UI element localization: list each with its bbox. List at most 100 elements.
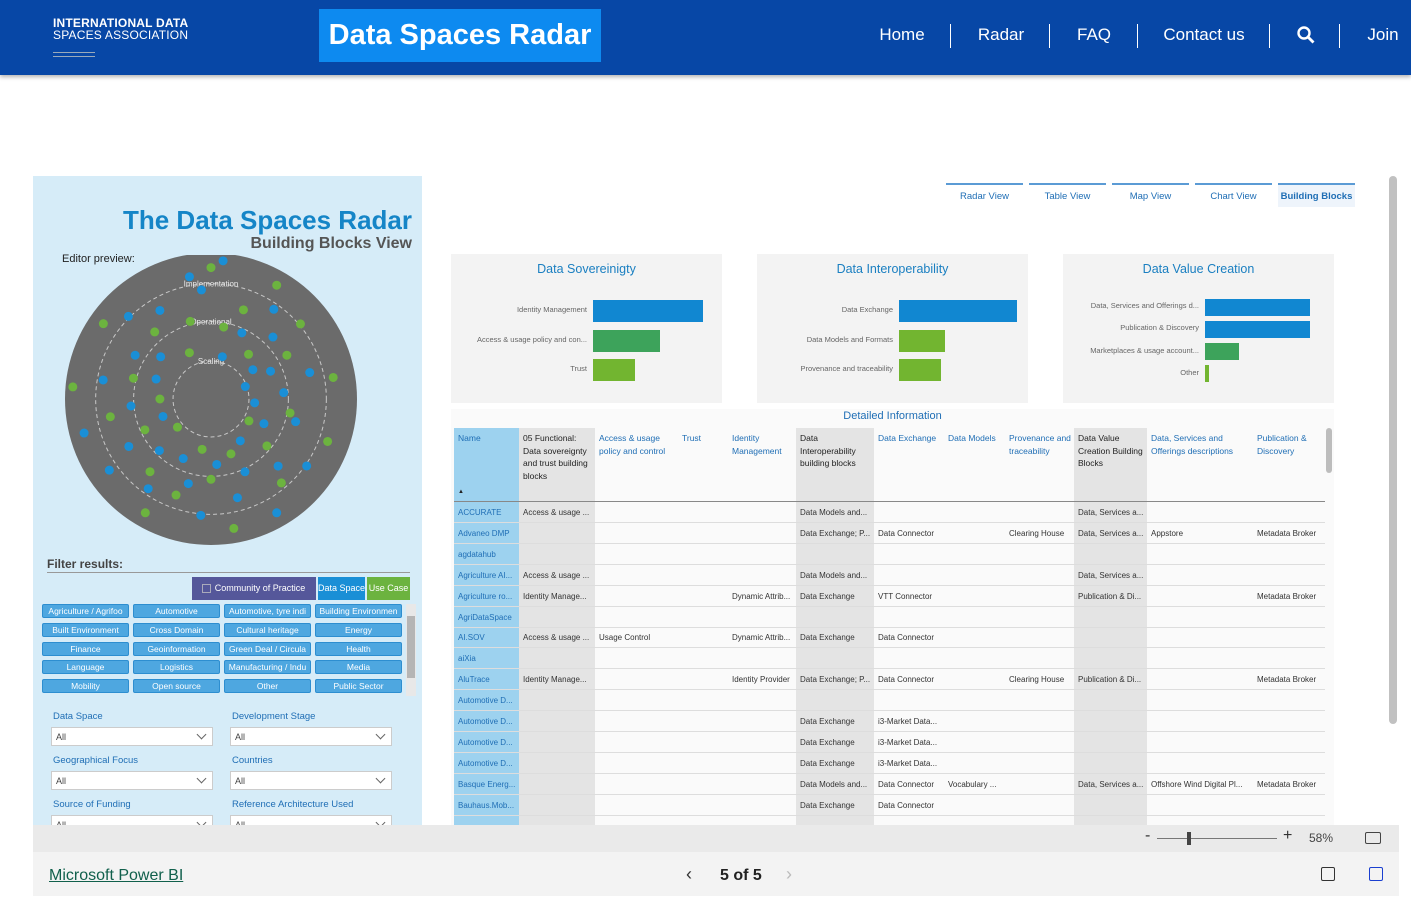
column-header[interactable]: Data, Services and Offerings description… — [1151, 433, 1234, 456]
filter-tag[interactable]: Logistics — [133, 660, 220, 675]
table-cell: VTT Connector — [878, 591, 933, 601]
search-icon[interactable] — [1297, 26, 1315, 44]
filter-tag[interactable]: Language — [42, 660, 129, 675]
table-cell: Metadata Broker — [1257, 528, 1317, 538]
column-header[interactable]: Trust — [682, 433, 702, 443]
radar-dot — [282, 350, 292, 360]
column-header[interactable]: Identity Management — [732, 433, 782, 456]
filter-tag[interactable]: Media — [315, 660, 402, 675]
nav-link[interactable]: Home — [879, 25, 925, 44]
row-name[interactable]: ACCURATE — [458, 508, 502, 517]
next-page[interactable]: › — [786, 864, 792, 884]
radar-subtitle: Building Blocks View — [250, 235, 412, 252]
table-cell: Clearing House — [1009, 675, 1065, 685]
table-cell: Metadata Broker — [1257, 779, 1317, 789]
filter-tag[interactable]: Finance — [42, 641, 129, 656]
dropdown[interactable]: All — [230, 771, 392, 790]
radar-dot — [235, 436, 245, 446]
filter-tag[interactable]: Cross Domain — [133, 622, 220, 637]
row-name[interactable]: agdatahub — [458, 549, 496, 559]
filter-tag[interactable]: Health — [315, 641, 402, 656]
site-title[interactable]: Data Spaces Radar — [319, 9, 601, 62]
dropdown-chevron — [375, 817, 386, 825]
column-header[interactable]: Data Value Creation Building Blocks — [1078, 433, 1143, 468]
row-name[interactable]: Bauhaus.Mob... — [458, 800, 515, 810]
radar-dot — [302, 461, 312, 471]
report-scrollbar[interactable] — [1389, 176, 1397, 724]
dropdown[interactable]: All — [230, 815, 392, 825]
column-header[interactable]: Provenance and traceability — [1009, 433, 1071, 456]
share-button[interactable] — [1321, 867, 1335, 881]
row-name[interactable]: Basque Energ... — [458, 779, 516, 789]
row-name[interactable]: Automotive D... — [458, 717, 513, 726]
fit-page[interactable] — [1365, 832, 1381, 844]
filter-tag[interactable]: Open source — [133, 679, 220, 694]
table-cell: Offshore Wind Digital Pl... — [1151, 779, 1243, 789]
filter-tag[interactable]: Public Sector — [315, 679, 402, 694]
table-title: Detailed Information — [843, 410, 942, 422]
radar-ring-label: Scaling — [198, 357, 224, 366]
legend-button[interactable]: Use Case — [367, 577, 410, 600]
column-header[interactable]: Data Exchange — [878, 433, 937, 443]
filter-tag[interactable]: Manufacturing / Indu — [224, 660, 311, 675]
row-name[interactable]: AluTrace — [458, 675, 490, 685]
radar-dot — [98, 319, 108, 329]
zoom-out[interactable]: - — [1145, 827, 1151, 844]
nav-link[interactable]: Radar — [977, 25, 1025, 44]
bar-label: Data, Services and Offerings d... — [1090, 301, 1199, 311]
column-header[interactable]: Name — [458, 433, 481, 443]
filter-tag[interactable]: Building Environmen — [315, 604, 402, 618]
row-name[interactable]: Automotive D... — [458, 758, 513, 768]
column-header[interactable]: Publication & Discovery — [1257, 433, 1307, 456]
dropdown[interactable]: All — [230, 727, 392, 746]
expand-button[interactable] — [1369, 867, 1383, 881]
filter-tag[interactable]: Geoinformation — [133, 641, 220, 656]
zoom-in[interactable]: + — [1283, 827, 1293, 844]
zoom-thumb[interactable] — [1187, 832, 1191, 845]
filter-tag[interactable]: Automotive, tyre indi — [224, 604, 311, 618]
table-cell: Data Connector — [878, 528, 935, 538]
dropdown[interactable]: All — [51, 727, 213, 746]
bar — [899, 299, 1017, 322]
filter-tag[interactable]: Agriculture / Agrifoo — [42, 604, 129, 618]
filter-tag[interactable]: Automotive — [133, 604, 220, 618]
column-header[interactable]: Data Models — [948, 433, 996, 443]
column-header[interactable]: 05 Functional: Data sovereignty and trus… — [523, 433, 588, 481]
brand-link[interactable]: Microsoft Power BI — [49, 867, 184, 884]
view-tab[interactable]: Map View — [1112, 183, 1189, 207]
row-name[interactable]: Agriculture AI... — [458, 570, 513, 580]
legend-button[interactable]: Data Space — [318, 577, 365, 600]
nav-link[interactable]: Contact us — [1163, 25, 1245, 44]
filter-tag[interactable]: Energy — [315, 622, 402, 637]
column-header[interactable]: Data Interoperability building blocks — [800, 433, 856, 468]
column-header[interactable]: Access & usage policy and control — [599, 433, 666, 456]
dropdown[interactable]: All — [51, 771, 213, 790]
view-tab[interactable]: Building Blocks — [1278, 183, 1355, 207]
bar-chart-panel: Data Sovereinigty Identity Management Acce… — [451, 254, 722, 403]
view-tab[interactable]: Chart View — [1195, 183, 1272, 207]
logo-rule — [53, 52, 95, 57]
row-name[interactable]: Automotive D... — [458, 696, 513, 706]
filter-tag[interactable]: Built Environment — [42, 622, 129, 637]
view-tab[interactable]: Radar View — [946, 183, 1023, 207]
row-name[interactable]: Automotive D... — [458, 737, 513, 747]
row-name[interactable]: Agriculture ro... — [458, 591, 513, 601]
nav-link[interactable]: Join — [1367, 25, 1399, 44]
dropdown[interactable]: All — [51, 815, 213, 825]
filter-tag[interactable]: Other — [224, 679, 311, 694]
row-name[interactable]: Advaneo DMP — [458, 528, 510, 538]
row-name[interactable]: aiXia — [458, 654, 476, 664]
dropdown-label: Source of Funding — [53, 799, 131, 810]
prev-page[interactable]: ‹ — [686, 864, 692, 884]
table-cell: Data Connector — [878, 675, 935, 685]
legend-button[interactable]: Community of Practice — [192, 577, 316, 600]
filter-tag[interactable]: Green Deal / Circula — [224, 641, 311, 656]
table-cell: Identity Provider — [732, 675, 790, 685]
row-name[interactable]: AgriDataSpace — [458, 612, 512, 622]
filter-tag[interactable]: Mobility — [42, 679, 129, 694]
bar — [899, 359, 942, 382]
view-tab[interactable]: Table View — [1029, 183, 1106, 207]
nav-link[interactable]: FAQ — [1076, 25, 1112, 44]
row-name[interactable]: AI.SOV — [458, 633, 485, 643]
filter-tag[interactable]: Cultural heritage — [224, 622, 311, 637]
